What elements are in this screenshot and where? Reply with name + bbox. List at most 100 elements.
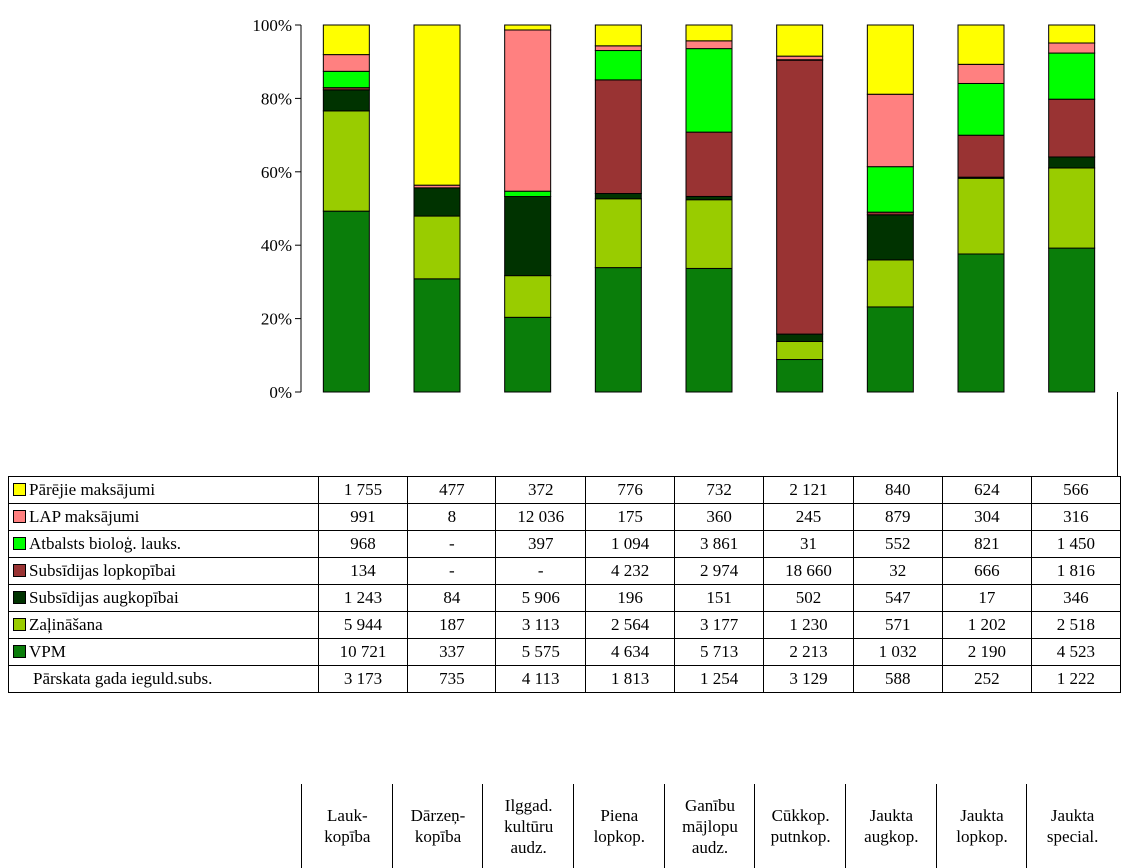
legend-swatch	[13, 618, 26, 631]
bar-segment	[505, 197, 551, 276]
table-cell: 879	[853, 504, 942, 531]
row-label-text: Zaļināšana	[29, 615, 103, 634]
table-cell: 4 523	[1031, 639, 1120, 666]
bar-segment	[867, 25, 913, 94]
table-cell: 1 230	[764, 612, 854, 639]
legend-swatch	[13, 483, 26, 496]
y-tick-label: 40%	[261, 236, 292, 255]
table-cell: 31	[764, 531, 854, 558]
row-label: LAP maksājumi	[9, 504, 319, 531]
table-cell: 397	[496, 531, 586, 558]
bar-segment	[414, 25, 460, 185]
bar-segment	[595, 46, 641, 51]
table-cell: 840	[853, 477, 942, 504]
y-tick-label: 60%	[261, 163, 292, 182]
table-cell: 1 202	[942, 612, 1031, 639]
bar-segment	[958, 254, 1004, 392]
bar-segment	[777, 60, 823, 334]
bar-segment	[323, 211, 369, 392]
table-cell: 666	[942, 558, 1031, 585]
bar-segment	[595, 80, 641, 194]
table-cell: 4 232	[586, 558, 675, 585]
bar-segment	[1049, 248, 1095, 392]
table-cell: 735	[408, 666, 496, 693]
legend-swatch	[13, 510, 26, 523]
row-label-text: Subsīdijas augkopībai	[29, 588, 179, 607]
row-label: Subsīdijas augkopībai	[9, 585, 319, 612]
row-label-text: VPM	[29, 642, 66, 661]
table-cell: 1 450	[1031, 531, 1120, 558]
table-cell: 2 213	[764, 639, 854, 666]
table-cell: 776	[586, 477, 675, 504]
table-cell: 316	[1031, 504, 1120, 531]
table-cell: 151	[675, 585, 764, 612]
table-cell: 2 121	[764, 477, 854, 504]
table-cell: 196	[586, 585, 675, 612]
bar-segment	[323, 55, 369, 72]
table-cell: 502	[764, 585, 854, 612]
bar-segment	[505, 30, 551, 191]
table-cell: 134	[318, 558, 408, 585]
bar-segment	[1049, 168, 1095, 248]
table-cell: 3 173	[318, 666, 408, 693]
table-cell: -	[496, 558, 586, 585]
table-cell: 571	[853, 612, 942, 639]
table-cell: 346	[1031, 585, 1120, 612]
legend-swatch	[13, 537, 26, 550]
bar-segment	[777, 334, 823, 341]
bar-segment	[686, 200, 732, 269]
bar-segment	[414, 279, 460, 392]
row-label-text: Pārējie maksājumi	[29, 480, 155, 499]
row-label: Pārējie maksājumi	[9, 477, 319, 504]
category-label: Piena lopkop.	[573, 784, 665, 868]
bar-segment	[323, 111, 369, 211]
bar-segment	[595, 199, 641, 268]
row-label-text: LAP maksājumi	[29, 507, 139, 526]
bar-segment	[595, 268, 641, 392]
table-cell: 1 032	[853, 639, 942, 666]
bar-segment	[777, 341, 823, 359]
table-cell: 5 713	[675, 639, 764, 666]
table-cell: 32	[853, 558, 942, 585]
category-label: Ganību mājlopu audz.	[664, 784, 756, 868]
legend-swatch	[13, 645, 26, 658]
row-label-text: Subsīdijas lopkopībai	[29, 561, 176, 580]
category-label: Lauk- kopība	[301, 784, 393, 868]
legend-swatch	[13, 564, 26, 577]
bar-segment	[595, 25, 641, 46]
table-cell: 5 906	[496, 585, 586, 612]
legend-swatch	[13, 591, 26, 604]
table-cell: 552	[853, 531, 942, 558]
bar-segment	[867, 94, 913, 166]
table-cell: -	[408, 531, 496, 558]
bar-segment	[414, 216, 460, 279]
bar-segment	[958, 135, 1004, 177]
y-tick-label: 20%	[261, 310, 292, 329]
bar-segment	[323, 71, 369, 87]
table-cell: 968	[318, 531, 408, 558]
row-label: VPM	[9, 639, 319, 666]
table-cell: 3 129	[764, 666, 854, 693]
bar-segment	[505, 276, 551, 318]
table-cell: 2 190	[942, 639, 1031, 666]
bar-segment	[777, 360, 823, 392]
table-cell: 1 254	[675, 666, 764, 693]
table-cell: 372	[496, 477, 586, 504]
y-tick-label: 80%	[261, 89, 292, 108]
table-cell: 477	[408, 477, 496, 504]
bar-segment	[1049, 25, 1095, 43]
bar-segment	[686, 49, 732, 133]
category-label: Cūkkop. putnkop.	[754, 784, 846, 868]
bar-segment	[595, 51, 641, 80]
bar-segment	[867, 307, 913, 392]
bar-segment	[686, 41, 732, 49]
row-label: Subsīdijas lopkopībai	[9, 558, 319, 585]
